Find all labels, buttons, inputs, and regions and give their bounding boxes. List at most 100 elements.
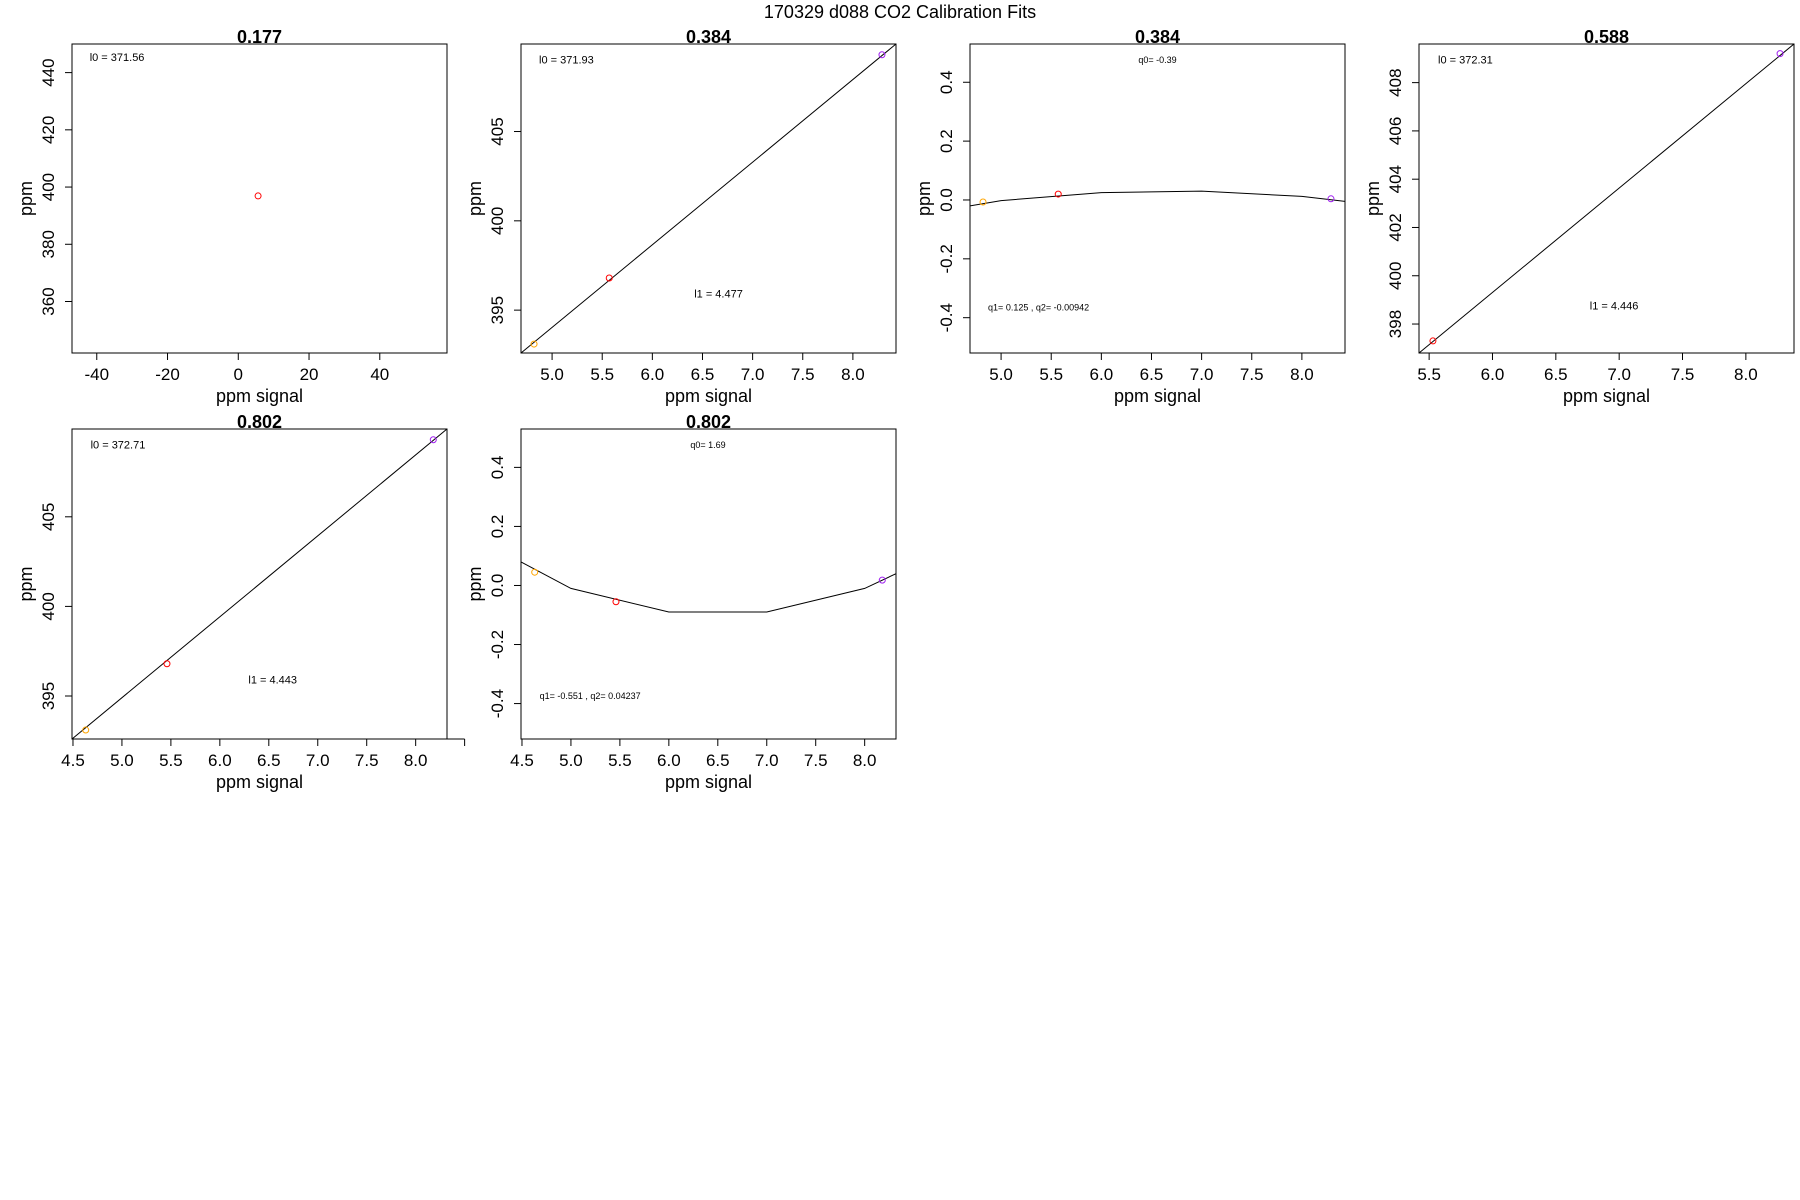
y-tick-label: 0.2 [937,129,956,153]
fit-annotation: l0 = 372.71 [91,440,146,452]
y-tick-label: -0.4 [937,303,956,332]
x-tick-label: 5.5 [1417,365,1441,384]
y-tick-label: 0.4 [488,456,507,480]
y-tick-label: -0.2 [937,244,956,273]
data-point [878,51,886,59]
y-tick-label: 360 [39,287,58,315]
data-point [163,660,171,668]
x-axis-label: ppm signal [665,386,752,406]
fit-annotation: l1 = 4.443 [248,674,297,686]
x-tick-label: 6.5 [1140,365,1164,384]
x-tick-label: 7.5 [804,751,828,770]
fit-line [1419,44,1794,353]
panel-title: 0.802 [686,412,731,432]
y-axis-label: ppm [465,566,485,601]
fit-annotation: l0 = 372.31 [1438,54,1493,66]
x-tick-label: 8.0 [1734,365,1758,384]
fit-line [970,190,1345,207]
x-tick-label: 6.0 [1090,365,1114,384]
panel-1: 0.177 -40 -20 0 20 40 360 380 400 420 440 ppm signa… [16,27,448,406]
x-tick-label: 5.5 [590,365,614,384]
y-tick-label: 404 [1386,165,1405,193]
x-tick-label: 5.0 [540,365,564,384]
x-tick-label: -40 [84,365,109,384]
fit-annotation: l1 = 4.446 [1590,301,1639,313]
x-tick-label: 5.5 [1039,365,1063,384]
panel-2: 0.384 5.0 5.5 6.0 6.5 7.0 7.5 8.0 395 400 405 ppm s… [465,27,897,406]
data-point [429,436,437,444]
x-tick-label: 7.0 [741,365,765,384]
x-tick-label: 6.5 [257,751,281,770]
x-tick-label: 5.5 [159,751,183,770]
x-axis-label: ppm signal [216,386,303,406]
y-tick-label: 402 [1386,213,1405,241]
data-point [979,198,987,206]
x-tick-label: 7.5 [355,751,379,770]
panel-title: 0.588 [1584,27,1629,47]
x-tick-label: 6.0 [1481,365,1505,384]
fit-annotation: l1 = 4.477 [694,289,743,301]
data-point [605,274,613,282]
x-tick-label: 8.0 [1290,365,1314,384]
fit-line [521,561,896,613]
panel-title: 0.384 [1135,27,1180,47]
y-tick-label: 440 [39,58,58,86]
y-axis-label: ppm [914,181,934,216]
panel-4: 0.588 5.5 6.0 6.5 7.0 7.5 8.0 398 400 402 404 406 40… [1363,27,1795,406]
x-tick-label: 20 [300,365,319,384]
y-tick-label: 400 [39,173,58,201]
y-axis-label: ppm [16,181,36,216]
x-tick-label: 7.0 [1607,365,1631,384]
y-tick-label: 398 [1386,310,1405,338]
data-point [1327,195,1335,203]
data-point [1054,190,1062,198]
fit-line [521,44,896,353]
y-tick-label: 0.4 [937,70,956,94]
y-axis-label: ppm [16,566,36,601]
figure-suptitle: 170329 d088 CO2 Calibration Fits [764,2,1036,22]
x-tick-label: 5.0 [989,365,1013,384]
x-tick-label: 0 [234,365,243,384]
fit-annotation: q1= 0.125 , q2= -0.00942 [988,302,1089,312]
x-tick-label: 7.0 [755,751,779,770]
x-tick-label: 5.0 [559,751,583,770]
y-tick-label: -0.4 [488,689,507,718]
x-tick-label: 40 [370,365,389,384]
fit-annotation: l0 = 371.93 [539,55,594,67]
panel-title: 0.802 [237,412,282,432]
y-tick-label: 0.0 [488,574,507,598]
fit-annotation: q0= -0.39 [1138,55,1176,65]
y-tick-label: 395 [488,296,507,324]
x-tick-label: 4.5 [61,751,85,770]
x-tick-label: 5.0 [110,751,134,770]
x-tick-label: 7.5 [791,365,815,384]
y-tick-label: 420 [39,116,58,144]
panel-title: 0.384 [686,27,731,47]
y-tick-label: 0.2 [488,515,507,539]
data-point [1776,50,1784,58]
x-tick-label: -20 [155,365,180,384]
data-point [531,568,539,576]
y-tick-label: 400 [1386,262,1405,290]
y-tick-label: 395 [39,682,58,710]
fit-annotation: q1= -0.551 , q2= 0.04237 [540,691,641,701]
y-tick-label: 400 [488,207,507,235]
x-tick-label: 8.0 [404,751,428,770]
y-tick-label: -0.2 [488,630,507,659]
x-tick-label: 5.5 [608,751,632,770]
y-tick-label: 400 [39,592,58,620]
x-tick-label: 6.0 [657,751,681,770]
y-tick-label: 405 [488,117,507,145]
data-point [254,192,262,200]
x-tick-label: 7.5 [1240,365,1264,384]
x-tick-label: 6.0 [641,365,665,384]
data-point [82,726,90,734]
x-tick-label: 7.0 [306,751,330,770]
x-tick-label: 7.0 [1190,365,1214,384]
y-tick-label: 380 [39,230,58,258]
panels-container: 0.177 -40 -20 0 20 40 360 380 400 420 440 ppm signa… [16,27,1795,792]
x-tick-label: 8.0 [853,751,877,770]
panel-6: 0.802 4.5 5.0 5.5 6.0 6.5 7.0 7.5 8.0 -0.4 -0.2 0.0… [465,412,897,792]
panel-3: 0.384 5.0 5.5 6.0 6.5 7.0 7.5 8.0 -0.4 -0.2 0.0 0.2… [914,27,1346,406]
